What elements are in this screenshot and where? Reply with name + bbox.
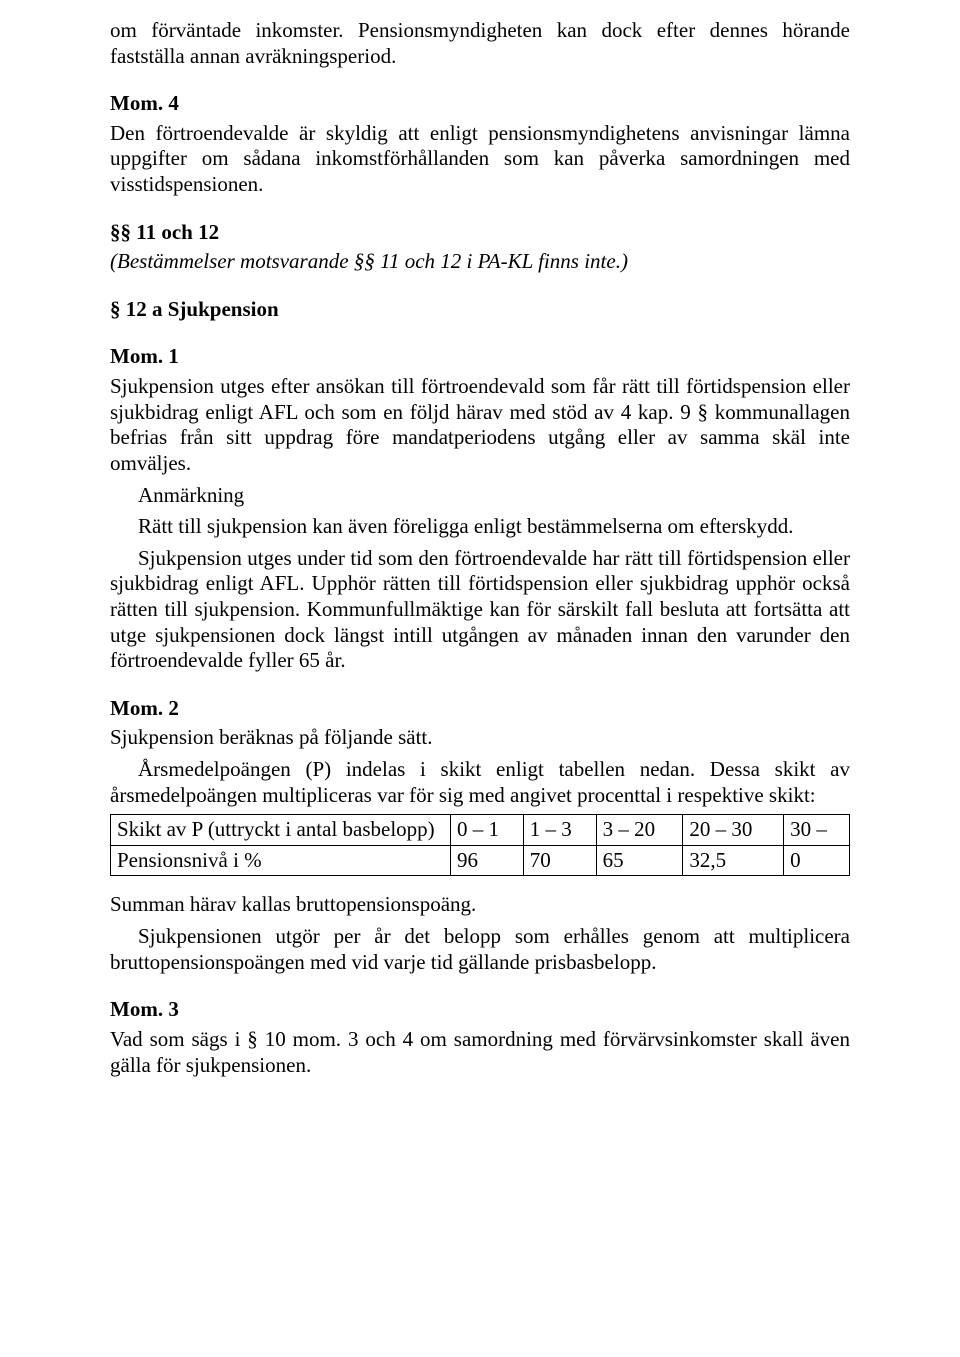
intro-paragraph: om förväntade inkomster. Pensionsmyndigh… [110, 18, 850, 69]
mom2-heading: Mom. 2 [110, 696, 850, 722]
mom3-heading: Mom. 3 [110, 997, 850, 1023]
table-cell: 1 – 3 [523, 815, 596, 846]
s11-12-heading: §§ 11 och 12 [110, 220, 850, 246]
mom2-p4: Sjukpensionen utgör per år det belopp so… [110, 924, 850, 975]
table-cell-label: Pensionsnivå i % [111, 845, 451, 876]
table-cell: 30 – [784, 815, 850, 846]
table-cell: 32,5 [683, 845, 784, 876]
table-cell: 65 [596, 845, 683, 876]
table-cell: 20 – 30 [683, 815, 784, 846]
table-cell: 96 [450, 845, 523, 876]
document-page: om förväntade inkomster. Pensionsmyndigh… [0, 0, 960, 1357]
mom3-p1: Vad som sägs i § 10 mom. 3 och 4 om samo… [110, 1027, 850, 1078]
mom4-heading: Mom. 4 [110, 91, 850, 117]
anmarkning-block: Anmärkning Rätt till sjukpension kan äve… [138, 483, 850, 540]
anmarkning-text: Rätt till sjukpension kan även föreligga… [138, 514, 850, 540]
mom1-p2: Sjukpension utges under tid som den fört… [110, 546, 850, 674]
anmarkning-heading: Anmärkning [138, 483, 850, 509]
mom1-heading: Mom. 1 [110, 344, 850, 370]
table-cell-label: Skikt av P (uttryckt i antal basbelopp) [111, 815, 451, 846]
s12a-heading: § 12 a Sjukpension [110, 297, 850, 323]
mom2-p3: Summan härav kallas bruttopensionspoäng. [110, 892, 850, 918]
table-row: Pensionsnivå i % 96 70 65 32,5 0 [111, 845, 850, 876]
s11-12-note: (Bestämmelser motsvarande §§ 11 och 12 i… [110, 249, 850, 275]
mom4-text: Den förtroendevalde är skyldig att enlig… [110, 121, 850, 198]
mom2-p2: Årsmedelpoängen (P) indelas i skikt enli… [110, 757, 850, 808]
mom2-p1: Sjukpension beräknas på följande sätt. [110, 725, 850, 751]
table-cell: 0 – 1 [450, 815, 523, 846]
table-cell: 3 – 20 [596, 815, 683, 846]
table-cell: 70 [523, 845, 596, 876]
table-cell: 0 [784, 845, 850, 876]
mom1-p1: Sjukpension utges efter ansökan till för… [110, 374, 850, 476]
table-row: Skikt av P (uttryckt i antal basbelopp) … [111, 815, 850, 846]
pension-table: Skikt av P (uttryckt i antal basbelopp) … [110, 814, 850, 876]
